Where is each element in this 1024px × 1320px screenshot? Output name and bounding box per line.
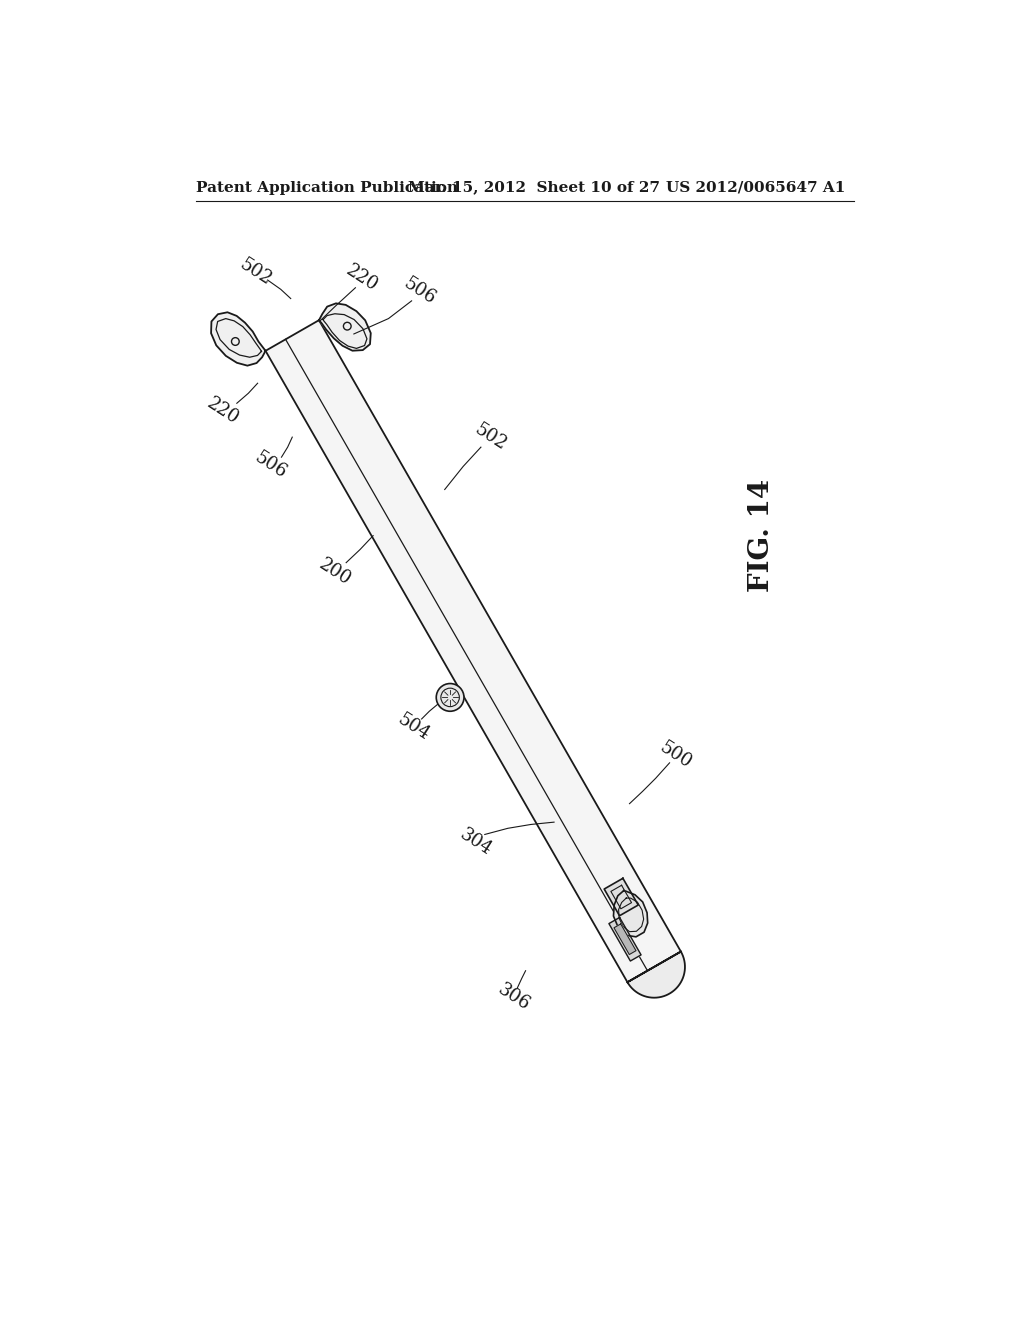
Polygon shape (613, 891, 647, 937)
Text: 504: 504 (394, 710, 433, 743)
Text: Patent Application Publication: Patent Application Publication (196, 181, 458, 194)
Circle shape (436, 684, 464, 711)
Text: 506: 506 (251, 447, 290, 482)
Text: 220: 220 (204, 395, 243, 428)
Polygon shape (628, 952, 685, 998)
Text: 500: 500 (656, 738, 695, 772)
Text: FIG. 14: FIG. 14 (749, 479, 775, 593)
Text: 304: 304 (457, 825, 495, 859)
Polygon shape (211, 313, 265, 366)
Text: 200: 200 (315, 556, 354, 590)
Text: 220: 220 (342, 261, 381, 294)
Text: 502: 502 (471, 420, 509, 454)
Text: 506: 506 (400, 275, 438, 308)
Polygon shape (265, 321, 681, 982)
Polygon shape (319, 304, 371, 351)
Polygon shape (604, 878, 638, 916)
Polygon shape (614, 924, 636, 954)
Polygon shape (609, 917, 641, 961)
Text: Mar. 15, 2012  Sheet 10 of 27: Mar. 15, 2012 Sheet 10 of 27 (408, 181, 659, 194)
Text: 502: 502 (237, 256, 275, 289)
Text: US 2012/0065647 A1: US 2012/0065647 A1 (666, 181, 845, 194)
Text: 306: 306 (495, 981, 534, 1015)
